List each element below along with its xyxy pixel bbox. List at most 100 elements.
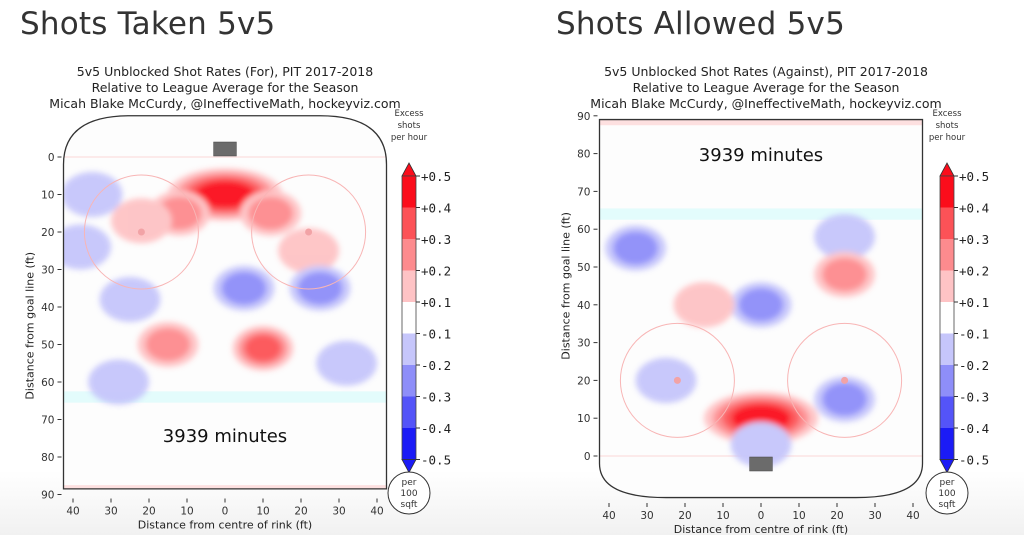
colorbar-tick-label: +0.3 xyxy=(959,232,989,247)
contour-region xyxy=(822,257,867,292)
faceoff-circle xyxy=(787,322,903,438)
centre-line-band xyxy=(63,485,387,489)
colorbar-tick-label: -0.4 xyxy=(959,421,989,436)
faceoff-dot xyxy=(841,376,849,384)
shots-allowed-heatmap: 3939 minutes 90 80 70 60 50 40 30 20 10 0 40 30 20 10 0… xyxy=(560,111,924,535)
colorbar-tick-label: +0.5 xyxy=(959,169,989,184)
colorbar-arrow-down xyxy=(401,459,417,474)
x-tick-label: 30 xyxy=(332,506,345,518)
contour-region xyxy=(195,180,255,209)
x-tick-label: 40 xyxy=(66,506,79,518)
colorbar-segment xyxy=(940,302,954,334)
x-tick-label: 0 xyxy=(758,510,765,522)
blue-line-band xyxy=(63,391,387,403)
subtitle-line-3: Micah Blake McCurdy, @IneffectiveMath, h… xyxy=(49,96,401,111)
colorbar-title: shots xyxy=(936,121,959,131)
centre-line-band xyxy=(599,119,923,126)
x-tick-label: 20 xyxy=(294,506,307,518)
colorbar-tick-label: +0.5 xyxy=(421,169,451,184)
contour-region xyxy=(145,328,191,361)
y-axis-label: Distance from goal line (ft) xyxy=(24,252,37,400)
panel-heading-shots-taken: Shots Taken 5v5 xyxy=(20,6,276,42)
contour-region xyxy=(635,357,697,404)
contour-region xyxy=(814,214,875,260)
y-tick-label: 0 xyxy=(48,152,55,164)
colorbar-arrow-down xyxy=(939,459,955,474)
y-tick-label: 10 xyxy=(577,413,590,425)
x-axis-label: Distance from centre of rink (ft) xyxy=(138,519,312,532)
colorbar-arrow-up xyxy=(401,162,417,177)
faceoff-dot xyxy=(673,376,681,384)
x-tick-label: 10 xyxy=(180,506,193,518)
contour-region xyxy=(673,282,735,328)
contour-region xyxy=(63,172,123,217)
colorbar-arrow-up xyxy=(939,162,955,177)
unit-badge-text: 100 xyxy=(938,489,955,499)
subtitle-line-3: Micah Blake McCurdy, @IneffectiveMath, h… xyxy=(590,96,942,111)
colorbar: Excess shots per hour +0.5 +0.4 +0.3 +0.2 +0.1 -… xyxy=(387,109,451,515)
x-tick-label: 10 xyxy=(256,506,269,518)
colorbar-segment xyxy=(940,428,954,460)
rink-contents xyxy=(63,156,387,489)
y-tick-label: 80 xyxy=(41,452,54,464)
colorbar-segment xyxy=(402,239,416,271)
goal-net xyxy=(749,456,773,472)
unit-badge xyxy=(387,471,431,515)
colorbar-tick-label: +0.2 xyxy=(421,264,451,279)
colorbar-tick-label: -0.5 xyxy=(421,453,451,468)
y-tick-label: 0 xyxy=(584,451,591,463)
faceoff-circle xyxy=(251,174,367,290)
y-tick-label: 30 xyxy=(577,338,590,350)
chart-subtitle-right: 5v5 Unblocked Shot Rates (Against), PIT … xyxy=(556,64,976,112)
contour-region xyxy=(822,382,867,416)
x-axis-label: Distance from centre of rink (ft) xyxy=(674,523,848,535)
colorbar-tick-label: +0.2 xyxy=(959,264,989,279)
goal-net xyxy=(213,141,237,157)
colorbar-tick-label: -0.1 xyxy=(421,327,451,342)
colorbar-segment xyxy=(940,396,954,428)
contour-region xyxy=(63,224,111,270)
contour-region xyxy=(248,196,293,230)
y-tick-label: 40 xyxy=(41,302,54,314)
y-tick-label: 70 xyxy=(41,415,54,427)
colorbar-tick-label: -0.3 xyxy=(959,390,989,405)
colorbar-segment xyxy=(402,428,416,460)
colorbar-tick-label: +0.4 xyxy=(959,201,989,216)
x-tick-label: 30 xyxy=(868,510,881,522)
colorbar-tick-label: +0.1 xyxy=(959,295,989,310)
contour-region xyxy=(88,359,149,405)
x-tick-label: 20 xyxy=(142,506,155,518)
contour-layer xyxy=(63,168,377,405)
y-tick-label: 50 xyxy=(41,340,54,352)
chart-subtitle-left: 5v5 Unblocked Shot Rates (For), PIT 2017… xyxy=(15,64,435,112)
colorbar-segment xyxy=(402,270,416,302)
x-tick-label: 40 xyxy=(602,510,615,522)
colorbar-segment xyxy=(402,396,416,428)
colorbar-tick-label: +0.1 xyxy=(421,295,451,310)
x-tick-label: 0 xyxy=(222,506,229,518)
colorbar-tick-label: -0.2 xyxy=(959,358,989,373)
x-tick-label: 40 xyxy=(370,506,383,518)
y-tick-label: 40 xyxy=(577,300,590,312)
colorbar-title: per hour xyxy=(391,133,428,143)
minutes-annotation: 3939 minutes xyxy=(699,145,823,166)
colorbar-tick-label: -0.1 xyxy=(959,327,989,342)
colorbar-segment xyxy=(940,207,954,239)
colorbar-segment xyxy=(402,176,416,208)
contour-region xyxy=(730,421,792,468)
unit-badge-text: 100 xyxy=(400,489,417,499)
subtitle-line-1: 5v5 Unblocked Shot Rates (For), PIT 2017… xyxy=(76,64,374,79)
rink-contents xyxy=(599,119,923,468)
rink-boards xyxy=(62,115,388,490)
colorbar-segment xyxy=(402,207,416,239)
colorbar-segment xyxy=(940,333,954,365)
subtitle-line-2: Relative to League Average for the Seaso… xyxy=(632,80,900,95)
contour-region xyxy=(278,228,339,274)
y-tick-label: 30 xyxy=(41,265,54,277)
colorbar-segment xyxy=(940,270,954,302)
y-tick-label: 70 xyxy=(577,186,590,198)
colorbar-segment xyxy=(940,239,954,271)
y-tick-label: 80 xyxy=(577,149,590,161)
minutes-annotation: 3939 minutes xyxy=(163,426,287,447)
y-tick-label: 90 xyxy=(577,111,590,123)
